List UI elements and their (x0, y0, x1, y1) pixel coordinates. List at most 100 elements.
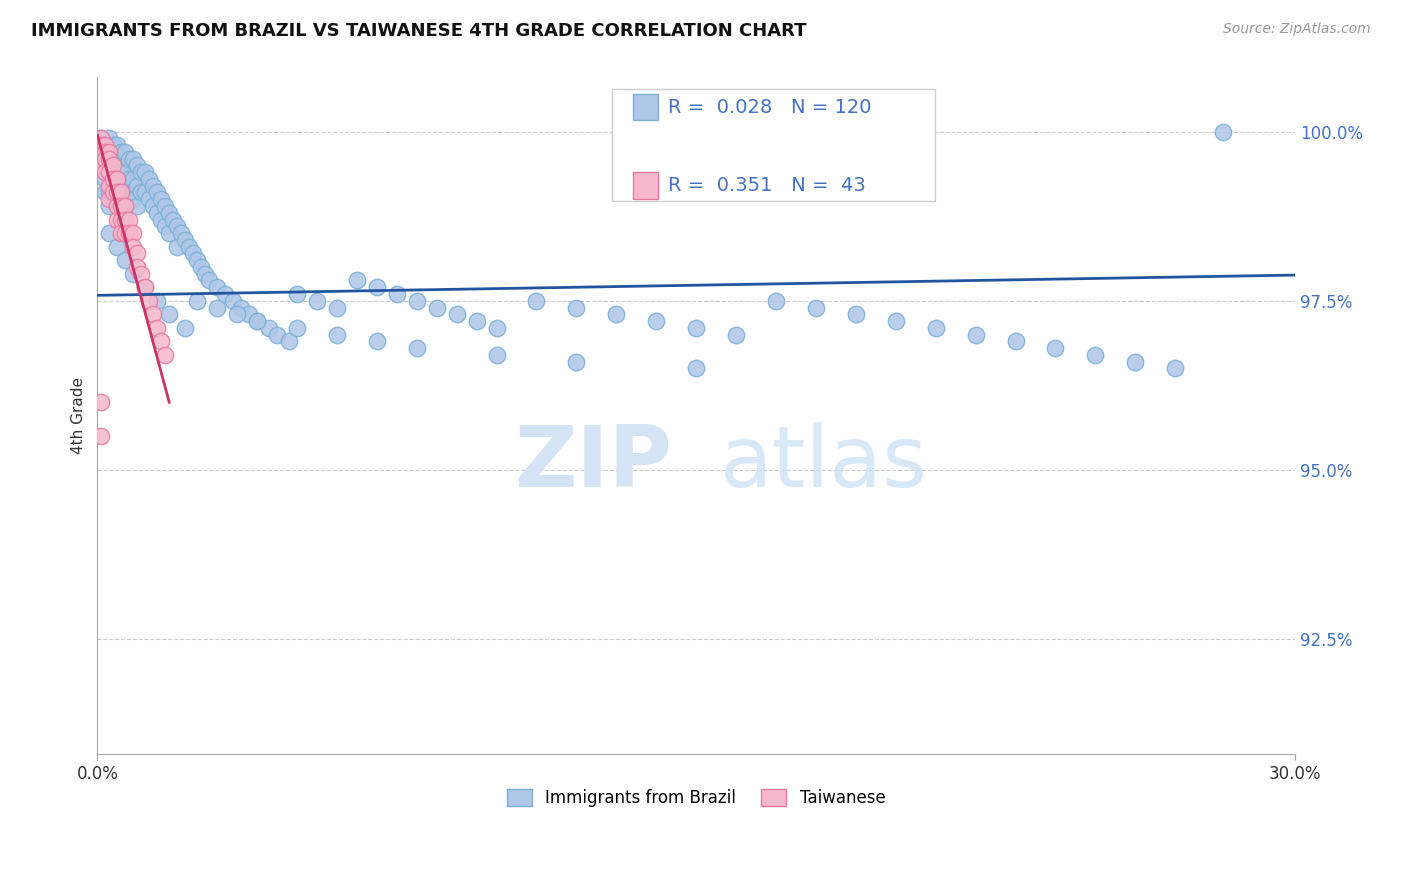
Point (134, 280, 156, 294)
Point (138, 293, 160, 308)
Point (166, 219, 188, 234)
Point (925, 321, 948, 335)
Point (94, 172, 117, 186)
Point (98, 192, 121, 206)
Point (170, 226, 193, 240)
Point (103, 172, 125, 186)
Point (110, 212, 132, 227)
Point (157, 307, 180, 321)
Point (155, 199, 177, 213)
Point (804, 301, 827, 315)
Text: R =  0.028   N = 120: R = 0.028 N = 120 (668, 97, 872, 117)
Point (146, 293, 169, 308)
Point (155, 348, 177, 362)
Point (142, 307, 165, 321)
Point (162, 212, 184, 227)
Point (565, 301, 588, 315)
Point (1164, 361, 1187, 376)
Point (426, 301, 449, 315)
Point (122, 192, 145, 206)
Point (190, 260, 212, 274)
Point (685, 321, 707, 335)
Point (90, 429, 112, 443)
Point (205, 280, 228, 294)
Point (118, 226, 141, 240)
Point (181, 246, 204, 260)
Point (150, 212, 173, 227)
Point (105, 186, 128, 200)
Point (138, 192, 160, 206)
Point (645, 314, 668, 328)
Point (98, 186, 121, 200)
Point (90, 131, 112, 145)
Point (155, 219, 177, 234)
Point (94, 165, 117, 179)
Point (229, 301, 252, 315)
Point (103, 138, 125, 153)
Point (114, 253, 136, 268)
Point (1123, 354, 1146, 368)
Point (238, 307, 260, 321)
Point (98, 145, 121, 159)
Point (118, 192, 141, 206)
Point (90, 158, 112, 172)
Point (146, 186, 169, 200)
Point (605, 307, 627, 321)
Point (90, 395, 112, 409)
Point (884, 314, 907, 328)
Text: R =  0.351   N =  43: R = 0.351 N = 43 (668, 176, 866, 195)
Point (446, 307, 468, 321)
Point (1004, 334, 1026, 349)
Point (246, 314, 269, 328)
Point (105, 239, 128, 253)
Point (94, 138, 117, 153)
Point (127, 178, 149, 193)
Point (134, 186, 156, 200)
Point (146, 321, 169, 335)
Point (105, 178, 128, 193)
Point (103, 192, 125, 206)
Point (134, 280, 156, 294)
Point (114, 226, 136, 240)
Point (134, 165, 156, 179)
Point (142, 178, 165, 193)
Point (105, 199, 128, 213)
Point (405, 293, 427, 308)
Point (346, 273, 368, 287)
Point (246, 314, 269, 328)
Point (98, 152, 121, 166)
Point (285, 287, 308, 301)
Point (465, 314, 488, 328)
Point (98, 131, 121, 145)
Point (127, 199, 149, 213)
Point (118, 152, 141, 166)
Point (118, 212, 141, 227)
Point (485, 348, 508, 362)
Point (103, 158, 125, 172)
Point (146, 206, 169, 220)
Point (198, 273, 221, 287)
Point (105, 158, 128, 172)
Point (103, 152, 125, 166)
Point (98, 165, 121, 179)
Point (405, 341, 427, 355)
Point (98, 178, 121, 193)
Point (326, 327, 349, 342)
Point (179, 239, 201, 253)
Point (174, 321, 197, 335)
Y-axis label: 4th Grade: 4th Grade (72, 377, 86, 454)
Legend: Immigrants from Brazil, Taiwanese: Immigrants from Brazil, Taiwanese (501, 782, 891, 814)
Point (129, 186, 152, 200)
Point (965, 327, 987, 342)
Point (103, 172, 125, 186)
Point (110, 186, 132, 200)
Point (685, 361, 707, 376)
Point (110, 199, 132, 213)
Point (98, 199, 121, 213)
Point (166, 239, 188, 253)
Point (94, 186, 117, 200)
Point (305, 293, 328, 308)
Point (118, 172, 141, 186)
Point (366, 334, 388, 349)
Point (105, 172, 128, 186)
